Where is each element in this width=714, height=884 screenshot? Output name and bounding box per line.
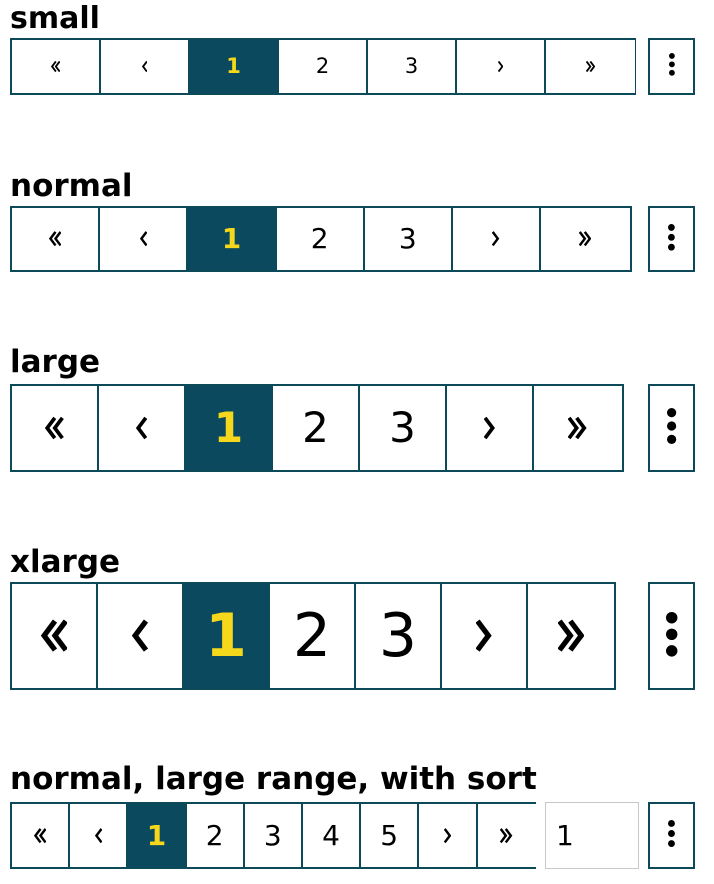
- chevron-right-icon: [484, 415, 495, 441]
- previous-page-button[interactable]: [101, 40, 190, 93]
- next-page-button[interactable]: [442, 584, 528, 688]
- chevron-left-icon: [94, 827, 102, 844]
- pagination-bar: 1 2 3: [10, 384, 624, 472]
- chevron-left-icon: [141, 60, 148, 73]
- page-button-2[interactable]: 2: [270, 584, 356, 688]
- page-button-1[interactable]: 1: [188, 208, 277, 270]
- vertical-ellipsis-icon: [667, 819, 676, 852]
- page-button-1[interactable]: 1: [190, 40, 279, 93]
- page-button-2[interactable]: 2: [186, 804, 245, 867]
- double-chevron-right-icon: [568, 415, 587, 441]
- vertical-ellipsis-icon: [668, 52, 676, 81]
- chevron-right-icon: [497, 60, 504, 73]
- page-button-5[interactable]: 5: [361, 804, 420, 867]
- more-options-button[interactable]: [648, 206, 695, 272]
- page-button-3[interactable]: 3: [244, 804, 303, 867]
- page-button-4[interactable]: 4: [302, 804, 362, 867]
- first-page-button[interactable]: [12, 804, 71, 867]
- chevron-left-icon: [139, 230, 147, 247]
- pagination-bar: 1 2 3: [10, 206, 632, 272]
- double-chevron-left-icon: [50, 60, 61, 73]
- page-button-3[interactable]: 3: [364, 208, 453, 270]
- section-title: large: [10, 344, 101, 380]
- first-page-button[interactable]: [12, 208, 101, 270]
- chevron-left-icon: [136, 415, 147, 441]
- double-chevron-left-icon: [45, 415, 64, 441]
- vertical-ellipsis-icon: [666, 407, 677, 449]
- page-button-2[interactable]: 2: [273, 386, 360, 470]
- double-chevron-left-icon: [48, 230, 62, 247]
- double-chevron-left-icon: [40, 617, 68, 654]
- page-button-3[interactable]: 3: [356, 584, 442, 688]
- next-page-button[interactable]: [447, 386, 534, 470]
- double-chevron-right-icon: [557, 617, 585, 654]
- double-chevron-right-icon: [500, 827, 513, 844]
- pagination-bar: 1 2 3: [10, 582, 616, 690]
- chevron-right-icon: [492, 230, 500, 247]
- pagination-bar: 1 2 3: [10, 38, 636, 95]
- page-button-2[interactable]: 2: [276, 208, 365, 270]
- more-options-button[interactable]: [648, 582, 695, 690]
- pagination-bar: 1 2 3 4 5: [10, 802, 536, 869]
- section-title: xlarge: [10, 544, 121, 580]
- double-chevron-left-icon: [33, 827, 47, 844]
- double-chevron-right-icon: [579, 230, 592, 247]
- section-title: normal, large range, with sort: [10, 761, 537, 797]
- first-page-button[interactable]: [12, 386, 99, 470]
- next-page-button[interactable]: [457, 40, 546, 93]
- chevron-right-icon: [443, 827, 452, 844]
- last-page-button[interactable]: [541, 208, 630, 270]
- sort-input[interactable]: [545, 802, 639, 869]
- vertical-ellipsis-icon: [667, 223, 676, 256]
- previous-page-button[interactable]: [98, 584, 184, 688]
- chevron-left-icon: [132, 617, 148, 654]
- chevron-right-icon: [476, 617, 492, 654]
- page-button-1[interactable]: 1: [184, 584, 270, 688]
- last-page-button[interactable]: [477, 804, 536, 867]
- last-page-button[interactable]: [546, 40, 635, 93]
- previous-page-button[interactable]: [70, 804, 129, 867]
- first-page-button[interactable]: [12, 584, 98, 688]
- previous-page-button[interactable]: [100, 208, 189, 270]
- page-button-3[interactable]: 3: [368, 40, 457, 93]
- next-page-button[interactable]: [419, 804, 478, 867]
- section-title: normal: [10, 168, 133, 204]
- next-page-button[interactable]: [452, 208, 542, 270]
- previous-page-button[interactable]: [99, 386, 186, 470]
- last-page-button[interactable]: [528, 584, 614, 688]
- page-button-3[interactable]: 3: [360, 386, 447, 470]
- page-button-1[interactable]: 1: [128, 804, 187, 867]
- page-button-2[interactable]: 2: [279, 40, 368, 93]
- first-page-button[interactable]: [12, 40, 101, 93]
- vertical-ellipsis-icon: [665, 611, 678, 662]
- more-options-button[interactable]: [648, 38, 695, 95]
- page-button-1[interactable]: 1: [186, 386, 273, 470]
- section-title: small: [10, 1, 100, 36]
- double-chevron-right-icon: [585, 60, 596, 73]
- last-page-button[interactable]: [534, 386, 621, 470]
- more-options-button[interactable]: [648, 802, 695, 869]
- more-options-button[interactable]: [648, 384, 695, 472]
